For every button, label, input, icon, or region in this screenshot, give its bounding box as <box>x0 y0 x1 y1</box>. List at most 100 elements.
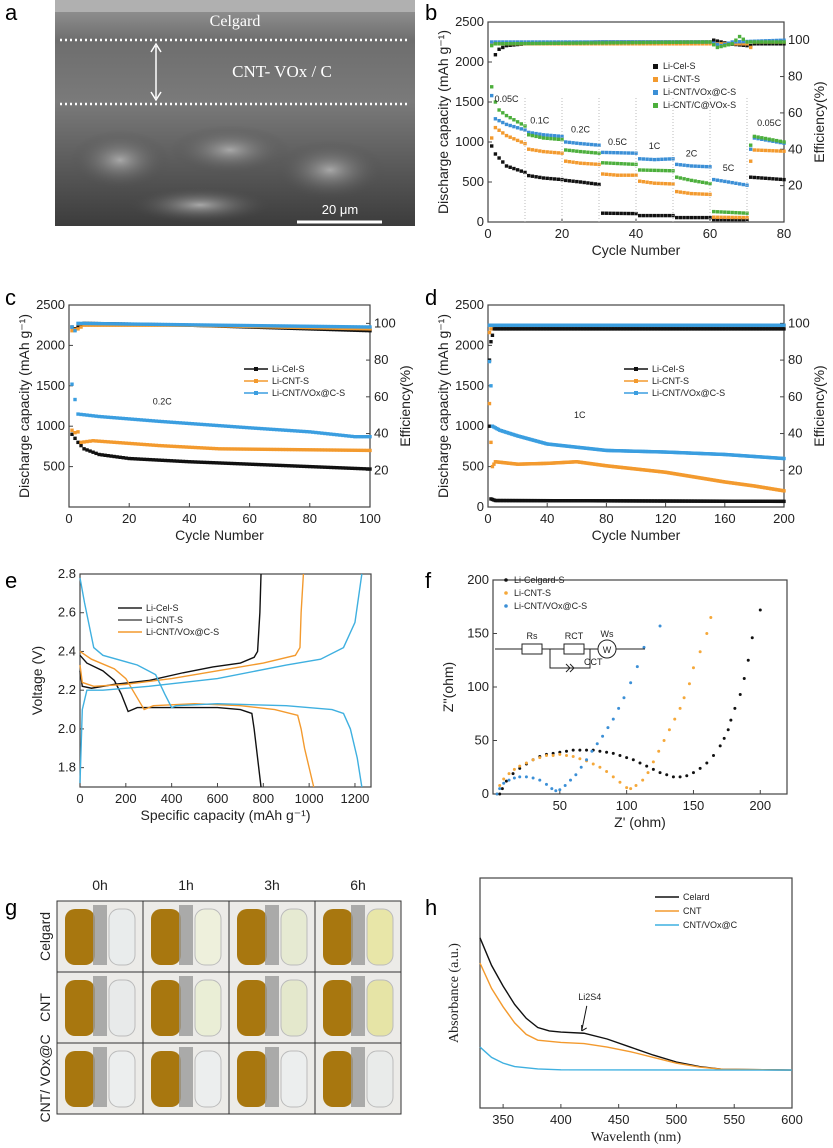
efficiency-point <box>353 326 357 331</box>
permeation-vial <box>108 1050 136 1108</box>
capacity-point <box>501 120 505 125</box>
impedance-point <box>498 792 502 796</box>
legend-entry: CNT <box>683 906 702 916</box>
efficiency-point <box>487 330 492 335</box>
capacity-point <box>148 443 152 447</box>
capacity-point <box>76 430 80 434</box>
efficiency-point <box>501 42 505 46</box>
efficiency-point <box>265 324 270 328</box>
x-tick-label: 450 <box>608 1112 630 1127</box>
permeation-vial <box>280 908 308 966</box>
efficiency-point <box>689 40 694 44</box>
capacity-point <box>497 156 501 160</box>
x-axis-label: Cycle Number <box>175 527 264 543</box>
efficiency-point <box>556 41 560 45</box>
capacity-point <box>675 189 679 194</box>
capacity-point <box>103 439 107 444</box>
capacity-point <box>268 463 273 467</box>
capacity-point <box>296 429 300 433</box>
impedance-point <box>565 749 568 753</box>
impedance-point <box>558 788 562 792</box>
efficiency-point <box>719 44 723 49</box>
efficiency-point <box>136 322 140 326</box>
capacity-point <box>712 215 716 219</box>
chart-panel-d: 0 40 80 120 160 20005001000150020002500204060… <box>435 297 827 543</box>
y2-tick-label: 80 <box>374 352 388 367</box>
capacity-point <box>490 144 494 148</box>
efficiency-point <box>217 323 222 327</box>
capacity-point <box>501 131 505 135</box>
capacity-point <box>567 148 572 153</box>
capacity-point <box>166 458 171 463</box>
efficiency-point <box>160 322 165 327</box>
efficiency-point <box>489 340 493 344</box>
capacity-point <box>515 168 520 172</box>
cell-holder <box>93 1047 107 1107</box>
capacity-point <box>344 466 348 470</box>
capacity-point <box>630 151 634 155</box>
capacity-point <box>118 455 122 460</box>
panel-label: h <box>425 895 437 920</box>
capacity-point <box>160 444 165 448</box>
sem-texture <box>275 140 385 200</box>
impedance-point <box>712 753 715 757</box>
capacity-point <box>175 444 180 449</box>
efficiency-point <box>508 41 512 46</box>
capacity-point <box>265 463 270 467</box>
impedance-point <box>544 753 548 757</box>
capacity-point <box>571 160 575 164</box>
x-axis-label: Cycle Number <box>592 527 681 543</box>
capacity-point <box>205 423 210 427</box>
impedance-point <box>507 778 511 782</box>
efficiency-point <box>489 327 493 331</box>
capacity-point <box>715 217 720 222</box>
capacity-point <box>265 427 270 431</box>
efficiency-point <box>782 38 786 42</box>
capacity-point <box>130 456 134 461</box>
capacity-point <box>612 211 616 216</box>
y2-axis-label: Efficiency(%) <box>397 365 413 446</box>
capacity-point <box>715 178 720 182</box>
capacity-point <box>73 430 77 435</box>
x-tick-label: 550 <box>723 1112 745 1127</box>
capacity-point <box>350 448 354 452</box>
capacity-point <box>181 459 186 464</box>
capacity-point <box>527 130 531 135</box>
efficiency-point <box>359 326 363 331</box>
y-tick-label: 1500 <box>455 378 484 393</box>
efficiency-point <box>365 325 369 329</box>
capacity-point <box>124 416 128 421</box>
capacity-point <box>136 457 140 461</box>
efficiency-point <box>719 40 723 44</box>
panel-a-sem-image: Celgard CNT- VOx / C 20 μm <box>55 0 415 226</box>
efficiency-point <box>763 42 768 46</box>
y-tick-label: 1500 <box>36 378 65 393</box>
capacity-point <box>217 461 222 465</box>
impedance-point <box>705 761 709 765</box>
capacity-point <box>597 143 601 147</box>
capacity-point <box>208 446 213 451</box>
efficiency-point <box>501 45 505 50</box>
capacity-point <box>244 425 249 430</box>
efficiency-point <box>271 324 276 328</box>
y2-tick-label: 100 <box>788 32 810 47</box>
impedance-point <box>638 761 642 765</box>
capacity-point <box>549 136 553 141</box>
capacity-point <box>667 169 671 173</box>
capacity-point <box>649 157 653 162</box>
panel-label: c <box>5 285 16 310</box>
capacity-point <box>541 176 546 180</box>
capacity-point <box>601 150 605 155</box>
legend-entry: Li-Cel-S <box>146 603 179 613</box>
capacity-point <box>211 423 216 427</box>
efficiency-point <box>634 40 638 45</box>
capacity-point <box>667 157 671 161</box>
efficiency-point <box>296 324 300 328</box>
capacity-point <box>586 161 590 166</box>
capacity-point <box>262 447 267 452</box>
capacity-point <box>148 418 152 423</box>
legend-marker <box>634 367 638 371</box>
efficiency-point <box>778 40 782 44</box>
capacity-point <box>604 172 609 176</box>
capacity-point <box>368 448 372 453</box>
